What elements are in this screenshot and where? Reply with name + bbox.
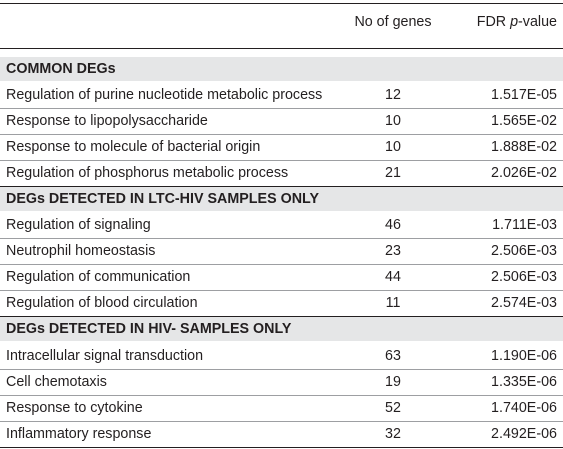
section-rule bbox=[0, 186, 563, 187]
fdr-cell: 2.492E-06 bbox=[491, 426, 557, 442]
table-row: Response to cytokine 52 1.740E-06 bbox=[0, 395, 563, 421]
table-row: Response to lipopolysaccharide 10 1.565E… bbox=[0, 108, 563, 134]
fdr-cell: 1.517E-05 bbox=[491, 87, 557, 103]
table-row: Regulation of purine nucleotide metaboli… bbox=[0, 82, 563, 108]
term-cell: Cell chemotaxis bbox=[6, 374, 107, 390]
table-row: Intracellular signal transduction 63 1.1… bbox=[0, 343, 563, 369]
fdr-cell: 2.506E-03 bbox=[491, 269, 557, 285]
term-cell: Response to molecule of bacterial origin bbox=[6, 139, 261, 155]
table-row: Regulation of phosphorus metabolic proce… bbox=[0, 160, 563, 186]
genes-cell: 10 bbox=[385, 113, 401, 129]
term-cell: Intracellular signal transduction bbox=[6, 348, 204, 364]
section-title: DEGs DETECTED IN HIV- SAMPLES ONLY bbox=[6, 321, 292, 337]
section-rule bbox=[0, 316, 563, 317]
term-cell: Inflammatory response bbox=[6, 426, 152, 442]
section-header-ltc-hiv: DEGs DETECTED IN LTC-HIV SAMPLES ONLY bbox=[0, 187, 563, 211]
table-row: Neutrophil homeostasis 23 2.506E-03 bbox=[0, 238, 563, 264]
fdr-cell: 2.506E-03 bbox=[491, 243, 557, 259]
bottom-rule bbox=[0, 447, 563, 448]
genes-cell: 11 bbox=[385, 295, 401, 311]
fdr-cell: 1.740E-06 bbox=[491, 400, 557, 416]
header-no-of-genes: No of genes bbox=[354, 14, 432, 30]
term-cell: Response to lipopolysaccharide bbox=[6, 113, 208, 129]
fdr-cell: 2.574E-03 bbox=[491, 295, 557, 311]
genes-cell: 63 bbox=[385, 348, 401, 364]
table-row: Cell chemotaxis 19 1.335E-06 bbox=[0, 369, 563, 395]
table-header: No of genes FDR p-value bbox=[0, 0, 563, 48]
table-row: Regulation of signaling 46 1.711E-03 bbox=[0, 212, 563, 238]
genes-cell: 10 bbox=[385, 139, 401, 155]
row-rule bbox=[0, 395, 563, 396]
section-header-hiv-neg: DEGs DETECTED IN HIV- SAMPLES ONLY bbox=[0, 317, 563, 341]
table-row: Regulation of communication 44 2.506E-03 bbox=[0, 264, 563, 290]
section-header-common: COMMON DEGs bbox=[0, 57, 563, 81]
genes-cell: 21 bbox=[385, 165, 401, 181]
fdr-cell: 1.888E-02 bbox=[491, 139, 557, 155]
row-rule bbox=[0, 264, 563, 265]
header-rule bbox=[0, 48, 563, 49]
top-rule bbox=[0, 3, 563, 4]
genes-cell: 52 bbox=[385, 400, 401, 416]
row-rule bbox=[0, 369, 563, 370]
term-cell: Regulation of blood circulation bbox=[6, 295, 198, 311]
row-rule bbox=[0, 238, 563, 239]
row-rule bbox=[0, 290, 563, 291]
table-row: Regulation of blood circulation 11 2.574… bbox=[0, 290, 563, 316]
term-cell: Regulation of signaling bbox=[6, 217, 151, 233]
genes-cell: 32 bbox=[385, 426, 401, 442]
fdr-cell: 1.190E-06 bbox=[491, 348, 557, 364]
header-fdr-p-value: FDR p-value bbox=[476, 14, 557, 30]
fdr-cell: 1.565E-02 bbox=[491, 113, 557, 129]
term-cell: Regulation of purine nucleotide metaboli… bbox=[6, 87, 323, 103]
fdr-cell: 1.711E-03 bbox=[492, 217, 557, 233]
row-rule bbox=[0, 134, 563, 135]
table-row: Response to molecule of bacterial origin… bbox=[0, 134, 563, 160]
genes-cell: 44 bbox=[385, 269, 401, 285]
genes-cell: 12 bbox=[385, 87, 401, 103]
row-rule bbox=[0, 421, 563, 422]
term-cell: Regulation of phosphorus metabolic proce… bbox=[6, 165, 289, 181]
genes-cell: 23 bbox=[385, 243, 401, 259]
term-cell: Response to cytokine bbox=[6, 400, 143, 416]
term-cell: Neutrophil homeostasis bbox=[6, 243, 156, 259]
row-rule bbox=[0, 160, 563, 161]
term-cell: Regulation of communication bbox=[6, 269, 191, 285]
genes-cell: 19 bbox=[385, 374, 401, 390]
table-row: Inflammatory response 32 2.492E-06 bbox=[0, 421, 563, 447]
section-title: COMMON DEGs bbox=[6, 61, 116, 77]
fdr-cell: 2.026E-02 bbox=[491, 165, 557, 181]
row-rule bbox=[0, 108, 563, 109]
section-title: DEGs DETECTED IN LTC-HIV SAMPLES ONLY bbox=[6, 191, 319, 207]
genes-cell: 46 bbox=[385, 217, 401, 233]
fdr-cell: 1.335E-06 bbox=[491, 374, 557, 390]
